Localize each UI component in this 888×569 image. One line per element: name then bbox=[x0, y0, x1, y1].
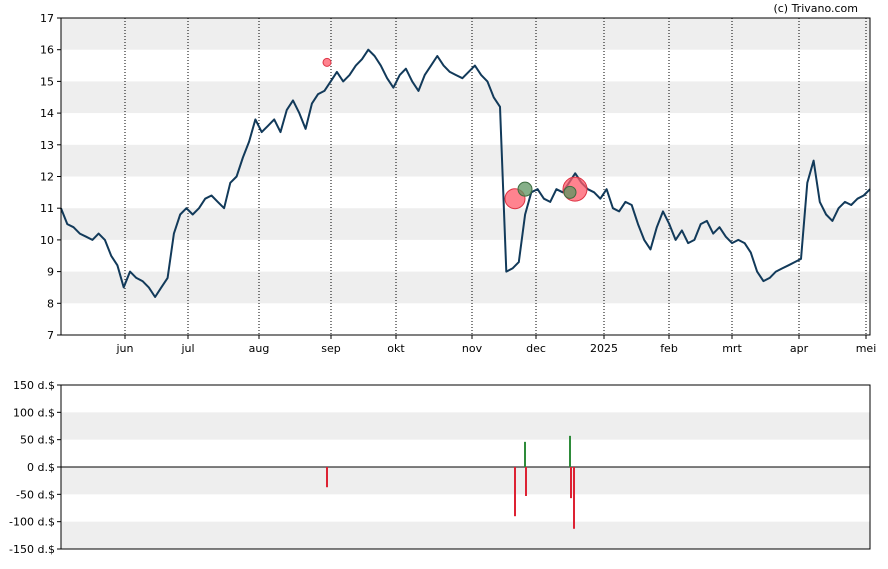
month-tick-label: nov bbox=[462, 342, 483, 355]
price-tick-label: 8 bbox=[47, 297, 54, 310]
price-band bbox=[61, 18, 870, 50]
sell-marker bbox=[322, 57, 332, 67]
volume-tick-label: 0 d.$ bbox=[27, 461, 55, 474]
month-tick-label: okt bbox=[387, 342, 405, 355]
month-tick-label: apr bbox=[790, 342, 809, 355]
price-tick-label: 11 bbox=[40, 202, 54, 215]
trade-markers bbox=[322, 57, 588, 210]
volume-band bbox=[61, 467, 870, 495]
volume-tick-label: 100 d.$ bbox=[13, 406, 55, 419]
volume-axis-ticks: 150 d.$ 100 d.$ 50 d.$ 0 d.$ -50 d.$ -100 d.$… bbox=[9, 379, 61, 556]
price-tick-label: 15 bbox=[40, 75, 54, 88]
month-tick-label: sep bbox=[321, 342, 340, 355]
price-band bbox=[61, 81, 870, 114]
month-tick-label: aug bbox=[249, 342, 270, 355]
month-tick-label: dec bbox=[526, 342, 546, 355]
volume-tick-label: -50 d.$ bbox=[16, 488, 55, 501]
price-series bbox=[60, 48, 871, 298]
buy-marker bbox=[517, 181, 533, 197]
volume-tick-label: -100 d.$ bbox=[9, 516, 55, 529]
month-tick-label: jun bbox=[116, 342, 134, 355]
month-tick-label: mei bbox=[856, 342, 877, 355]
month-axis-ticks: jun jul aug sep okt nov dec 2025 feb mrt apr mei bbox=[116, 335, 877, 355]
transaction-bars bbox=[326, 435, 575, 529]
volume-band bbox=[61, 521, 870, 549]
price-tick-label: 17 bbox=[40, 12, 54, 25]
price-band bbox=[61, 144, 870, 177]
volume-tick-label: -150 d.$ bbox=[9, 543, 55, 556]
month-tick-label: mrt bbox=[722, 342, 742, 355]
price-axis-ticks: 7 8 9 10 11 12 13 14 15 16 17 bbox=[40, 12, 61, 342]
volume-tick-label: 50 d.$ bbox=[20, 434, 55, 447]
month-tick-label: jul bbox=[180, 342, 194, 355]
price-tick-label: 16 bbox=[40, 44, 54, 57]
price-tick-label: 9 bbox=[47, 266, 54, 279]
price-tick-label: 14 bbox=[40, 107, 54, 120]
copyright-label: (c) Trivano.com bbox=[773, 2, 858, 15]
price-tick-label: 7 bbox=[47, 329, 54, 342]
price-tick-label: 13 bbox=[40, 139, 54, 152]
buy-marker bbox=[563, 185, 577, 199]
price-band bbox=[61, 208, 870, 240]
price-tick-label: 10 bbox=[40, 234, 54, 247]
volume-chart-bands bbox=[61, 412, 870, 549]
volume-chart-frame bbox=[60, 384, 871, 550]
volume-tick-label: 150 d.$ bbox=[13, 379, 55, 392]
month-tick-label: 2025 bbox=[590, 342, 618, 355]
price-band bbox=[61, 271, 870, 304]
price-tick-label: 12 bbox=[40, 171, 54, 184]
month-tick-label: feb bbox=[660, 342, 678, 355]
price-chart-bands bbox=[61, 18, 870, 304]
price-chart-frame bbox=[60, 17, 871, 336]
price-line bbox=[60, 48, 871, 298]
volume-band bbox=[61, 412, 870, 440]
